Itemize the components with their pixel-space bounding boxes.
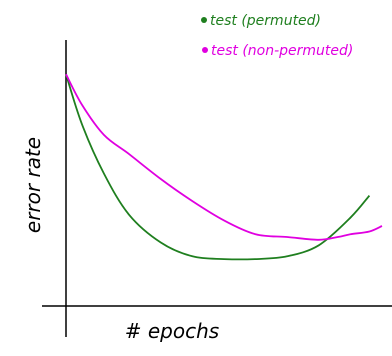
series-lines: [65, 73, 383, 261]
legend-label-test-permuted: test (permuted): [210, 13, 321, 29]
series-line-test-permuted: [65, 73, 371, 261]
legend-marker-test-permuted: [201, 17, 207, 23]
x-axis-label: # epochs: [125, 319, 219, 343]
legend-label-test-non-permuted: test (non-permuted): [211, 43, 353, 59]
series-line-test-non-permuted: [65, 73, 383, 241]
legend-entry-test-permuted: test (permuted): [201, 13, 321, 29]
y-axis-label: error rate: [21, 137, 45, 233]
legend: test (permuted) test (non-permuted): [201, 13, 353, 59]
legend-marker-test-non-permuted: [202, 47, 208, 53]
legend-entry-test-non-permuted: test (non-permuted): [202, 43, 353, 59]
